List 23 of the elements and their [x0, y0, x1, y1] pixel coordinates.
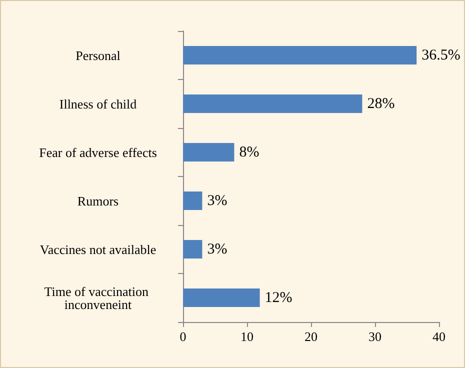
- data-label: 36.5%: [422, 47, 460, 64]
- bar: [183, 240, 202, 258]
- data-label: 12%: [264, 290, 292, 306]
- x-tick-label: 30: [368, 329, 382, 344]
- x-tick-label: 10: [240, 329, 254, 344]
- bar: [183, 94, 362, 113]
- x-tick-label: 0: [180, 329, 186, 344]
- data-label: 28%: [367, 96, 395, 112]
- y-tick-label: Vaccines not available: [40, 242, 156, 257]
- data-label: 8%: [239, 144, 260, 160]
- y-tick-label: Illness of child: [59, 96, 138, 112]
- data-label: 3%: [207, 241, 228, 258]
- y-tick-label: Fear of adverse effects: [39, 144, 157, 160]
- bar: [183, 288, 260, 307]
- x-tick-label: 20: [304, 329, 318, 344]
- bar: [183, 46, 417, 64]
- data-label: 3%: [207, 192, 228, 209]
- x-tick-label: 40: [432, 329, 446, 344]
- bar: [183, 192, 202, 210]
- bar: [183, 143, 234, 162]
- y-tick-label: Personal: [76, 48, 121, 63]
- y-tick-label: Time of vaccination inconveneint: [44, 284, 152, 312]
- y-tick-label: Rumors: [77, 193, 119, 208]
